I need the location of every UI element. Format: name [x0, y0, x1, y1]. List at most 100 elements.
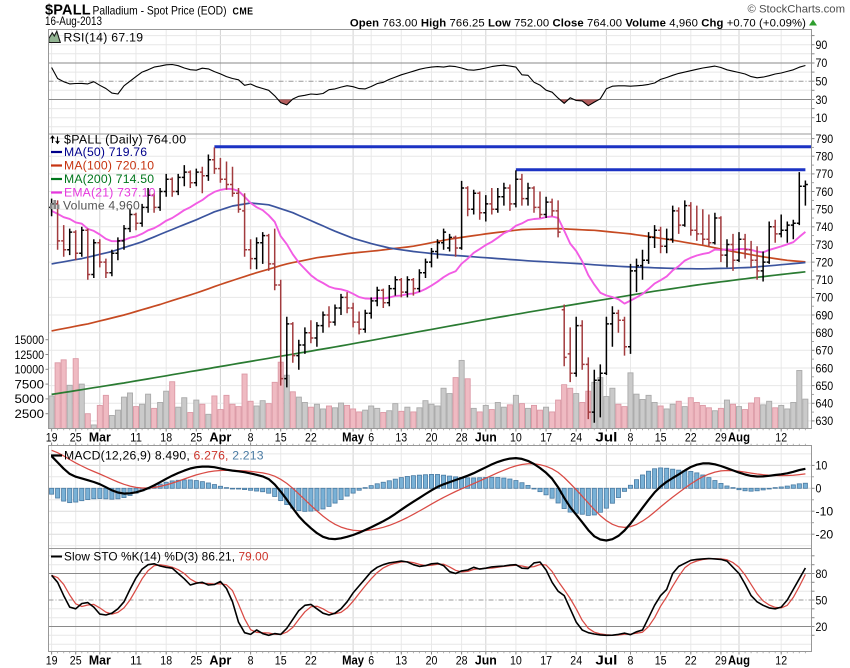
svg-text:740: 740 [816, 220, 834, 234]
svg-text:10: 10 [510, 431, 522, 445]
svg-text:22: 22 [305, 431, 317, 445]
svg-text:15: 15 [275, 654, 287, 668]
svg-text:MA(100) 720.10: MA(100) 720.10 [64, 159, 154, 173]
svg-text:Volume 4,960: Volume 4,960 [63, 199, 140, 213]
svg-text:Open 763.00 High 766.25 Low 75: Open 763.00 High 766.25 Low 752.00 Close… [350, 18, 806, 30]
svg-text:MACD(12,26,9) 8.490, 6.276, 2.: MACD(12,26,9) 8.490, 6.276, 2.213 [64, 449, 264, 463]
svg-text:Apr: Apr [209, 654, 231, 668]
svg-text:22: 22 [305, 654, 317, 668]
svg-text:28: 28 [456, 654, 468, 668]
svg-text:15000: 15000 [15, 333, 45, 347]
svg-text:15: 15 [275, 431, 287, 445]
svg-text:24: 24 [570, 431, 582, 445]
svg-text:670: 670 [816, 344, 834, 358]
svg-text:Aug: Aug [728, 431, 750, 445]
svg-text:8: 8 [248, 654, 254, 668]
svg-text:$PALL: $PALL [45, 3, 91, 19]
svg-text:19: 19 [46, 431, 58, 445]
svg-text:80: 80 [816, 567, 828, 581]
svg-text:-20: -20 [816, 528, 834, 542]
svg-text:10: 10 [510, 654, 522, 668]
svg-text:MA(50) 719.76: MA(50) 719.76 [64, 145, 147, 159]
svg-text:20: 20 [426, 431, 438, 445]
svg-text:770: 770 [816, 167, 834, 181]
svg-text:17: 17 [540, 431, 552, 445]
svg-text:19: 19 [46, 654, 58, 668]
svg-text:25: 25 [70, 431, 82, 445]
svg-text:CME: CME [233, 7, 254, 18]
svg-text:17: 17 [540, 654, 552, 668]
svg-text:70: 70 [816, 56, 828, 70]
svg-text:10000: 10000 [15, 363, 45, 377]
svg-text:8: 8 [628, 654, 634, 668]
svg-text:790: 790 [816, 132, 834, 146]
svg-text:50: 50 [816, 593, 828, 607]
svg-text:12: 12 [775, 654, 787, 668]
svg-text:700: 700 [816, 291, 834, 305]
svg-text:May: May [342, 654, 364, 668]
svg-text:8: 8 [248, 431, 254, 445]
svg-text:6: 6 [368, 431, 374, 445]
svg-text:2500: 2500 [15, 407, 45, 421]
svg-text:720: 720 [816, 255, 834, 269]
svg-text:90: 90 [816, 38, 828, 52]
svg-text:30: 30 [816, 93, 828, 107]
svg-text:Slow STO %K(14) %D(3) 86.21, 7: Slow STO %K(14) %D(3) 86.21, 79.00 [64, 550, 269, 564]
svg-text:760: 760 [816, 185, 834, 199]
svg-text:Aug: Aug [728, 654, 750, 668]
svg-text:EMA(21) 737.10: EMA(21) 737.10 [64, 186, 156, 200]
svg-text:Jun: Jun [475, 431, 497, 445]
svg-text:750: 750 [816, 203, 834, 217]
svg-text:Palladium - Spot Price (EOD): Palladium - Spot Price (EOD) [93, 4, 227, 18]
svg-text:11: 11 [130, 431, 142, 445]
svg-text:Jul: Jul [595, 431, 617, 445]
svg-text:15: 15 [655, 431, 667, 445]
svg-text:650: 650 [816, 379, 834, 393]
svg-text:May: May [342, 431, 364, 445]
svg-text:29: 29 [715, 431, 727, 445]
svg-text:22: 22 [685, 431, 697, 445]
svg-text:660: 660 [816, 361, 834, 375]
svg-text:18: 18 [160, 431, 172, 445]
svg-text:710: 710 [816, 273, 834, 287]
svg-text:780: 780 [816, 150, 834, 164]
svg-text:16-Aug-2013: 16-Aug-2013 [45, 16, 102, 28]
svg-text:7500: 7500 [15, 377, 45, 391]
svg-text:12500: 12500 [15, 348, 45, 362]
svg-text:25: 25 [190, 431, 202, 445]
svg-text:730: 730 [816, 238, 834, 252]
svg-text:8: 8 [628, 431, 634, 445]
svg-text:5000: 5000 [15, 392, 45, 406]
svg-text:Apr: Apr [209, 431, 231, 445]
svg-text:22: 22 [685, 654, 697, 668]
svg-text:640: 640 [816, 397, 834, 411]
svg-text:11: 11 [130, 654, 142, 668]
svg-text:25: 25 [70, 654, 82, 668]
svg-text:MA(200) 714.50: MA(200) 714.50 [64, 172, 154, 186]
svg-text:690: 690 [816, 308, 834, 322]
svg-text:0: 0 [816, 482, 822, 496]
svg-text:Mar: Mar [89, 431, 111, 445]
svg-text:Mar: Mar [89, 654, 111, 668]
svg-text:10: 10 [816, 111, 828, 125]
svg-text:13: 13 [395, 431, 407, 445]
svg-text:© StockCharts.com: © StockCharts.com [748, 4, 845, 16]
svg-text:6: 6 [368, 654, 374, 668]
svg-text:25: 25 [190, 654, 202, 668]
svg-text:630: 630 [816, 414, 834, 428]
svg-text:Jul: Jul [595, 654, 617, 668]
svg-text:-10: -10 [816, 505, 834, 519]
svg-text:29: 29 [715, 654, 727, 668]
svg-text:50: 50 [816, 75, 828, 89]
svg-text:10: 10 [816, 459, 828, 473]
svg-text:12: 12 [775, 431, 787, 445]
svg-text:Jun: Jun [475, 654, 497, 668]
svg-text:20: 20 [816, 620, 828, 634]
svg-text:18: 18 [160, 654, 172, 668]
svg-text:20: 20 [426, 654, 438, 668]
svg-text:24: 24 [570, 654, 582, 668]
svg-text:680: 680 [816, 326, 834, 340]
svg-text:28: 28 [456, 431, 468, 445]
svg-text:$PALL (Daily) 764.00: $PALL (Daily) 764.00 [64, 133, 186, 147]
svg-text:15: 15 [655, 654, 667, 668]
